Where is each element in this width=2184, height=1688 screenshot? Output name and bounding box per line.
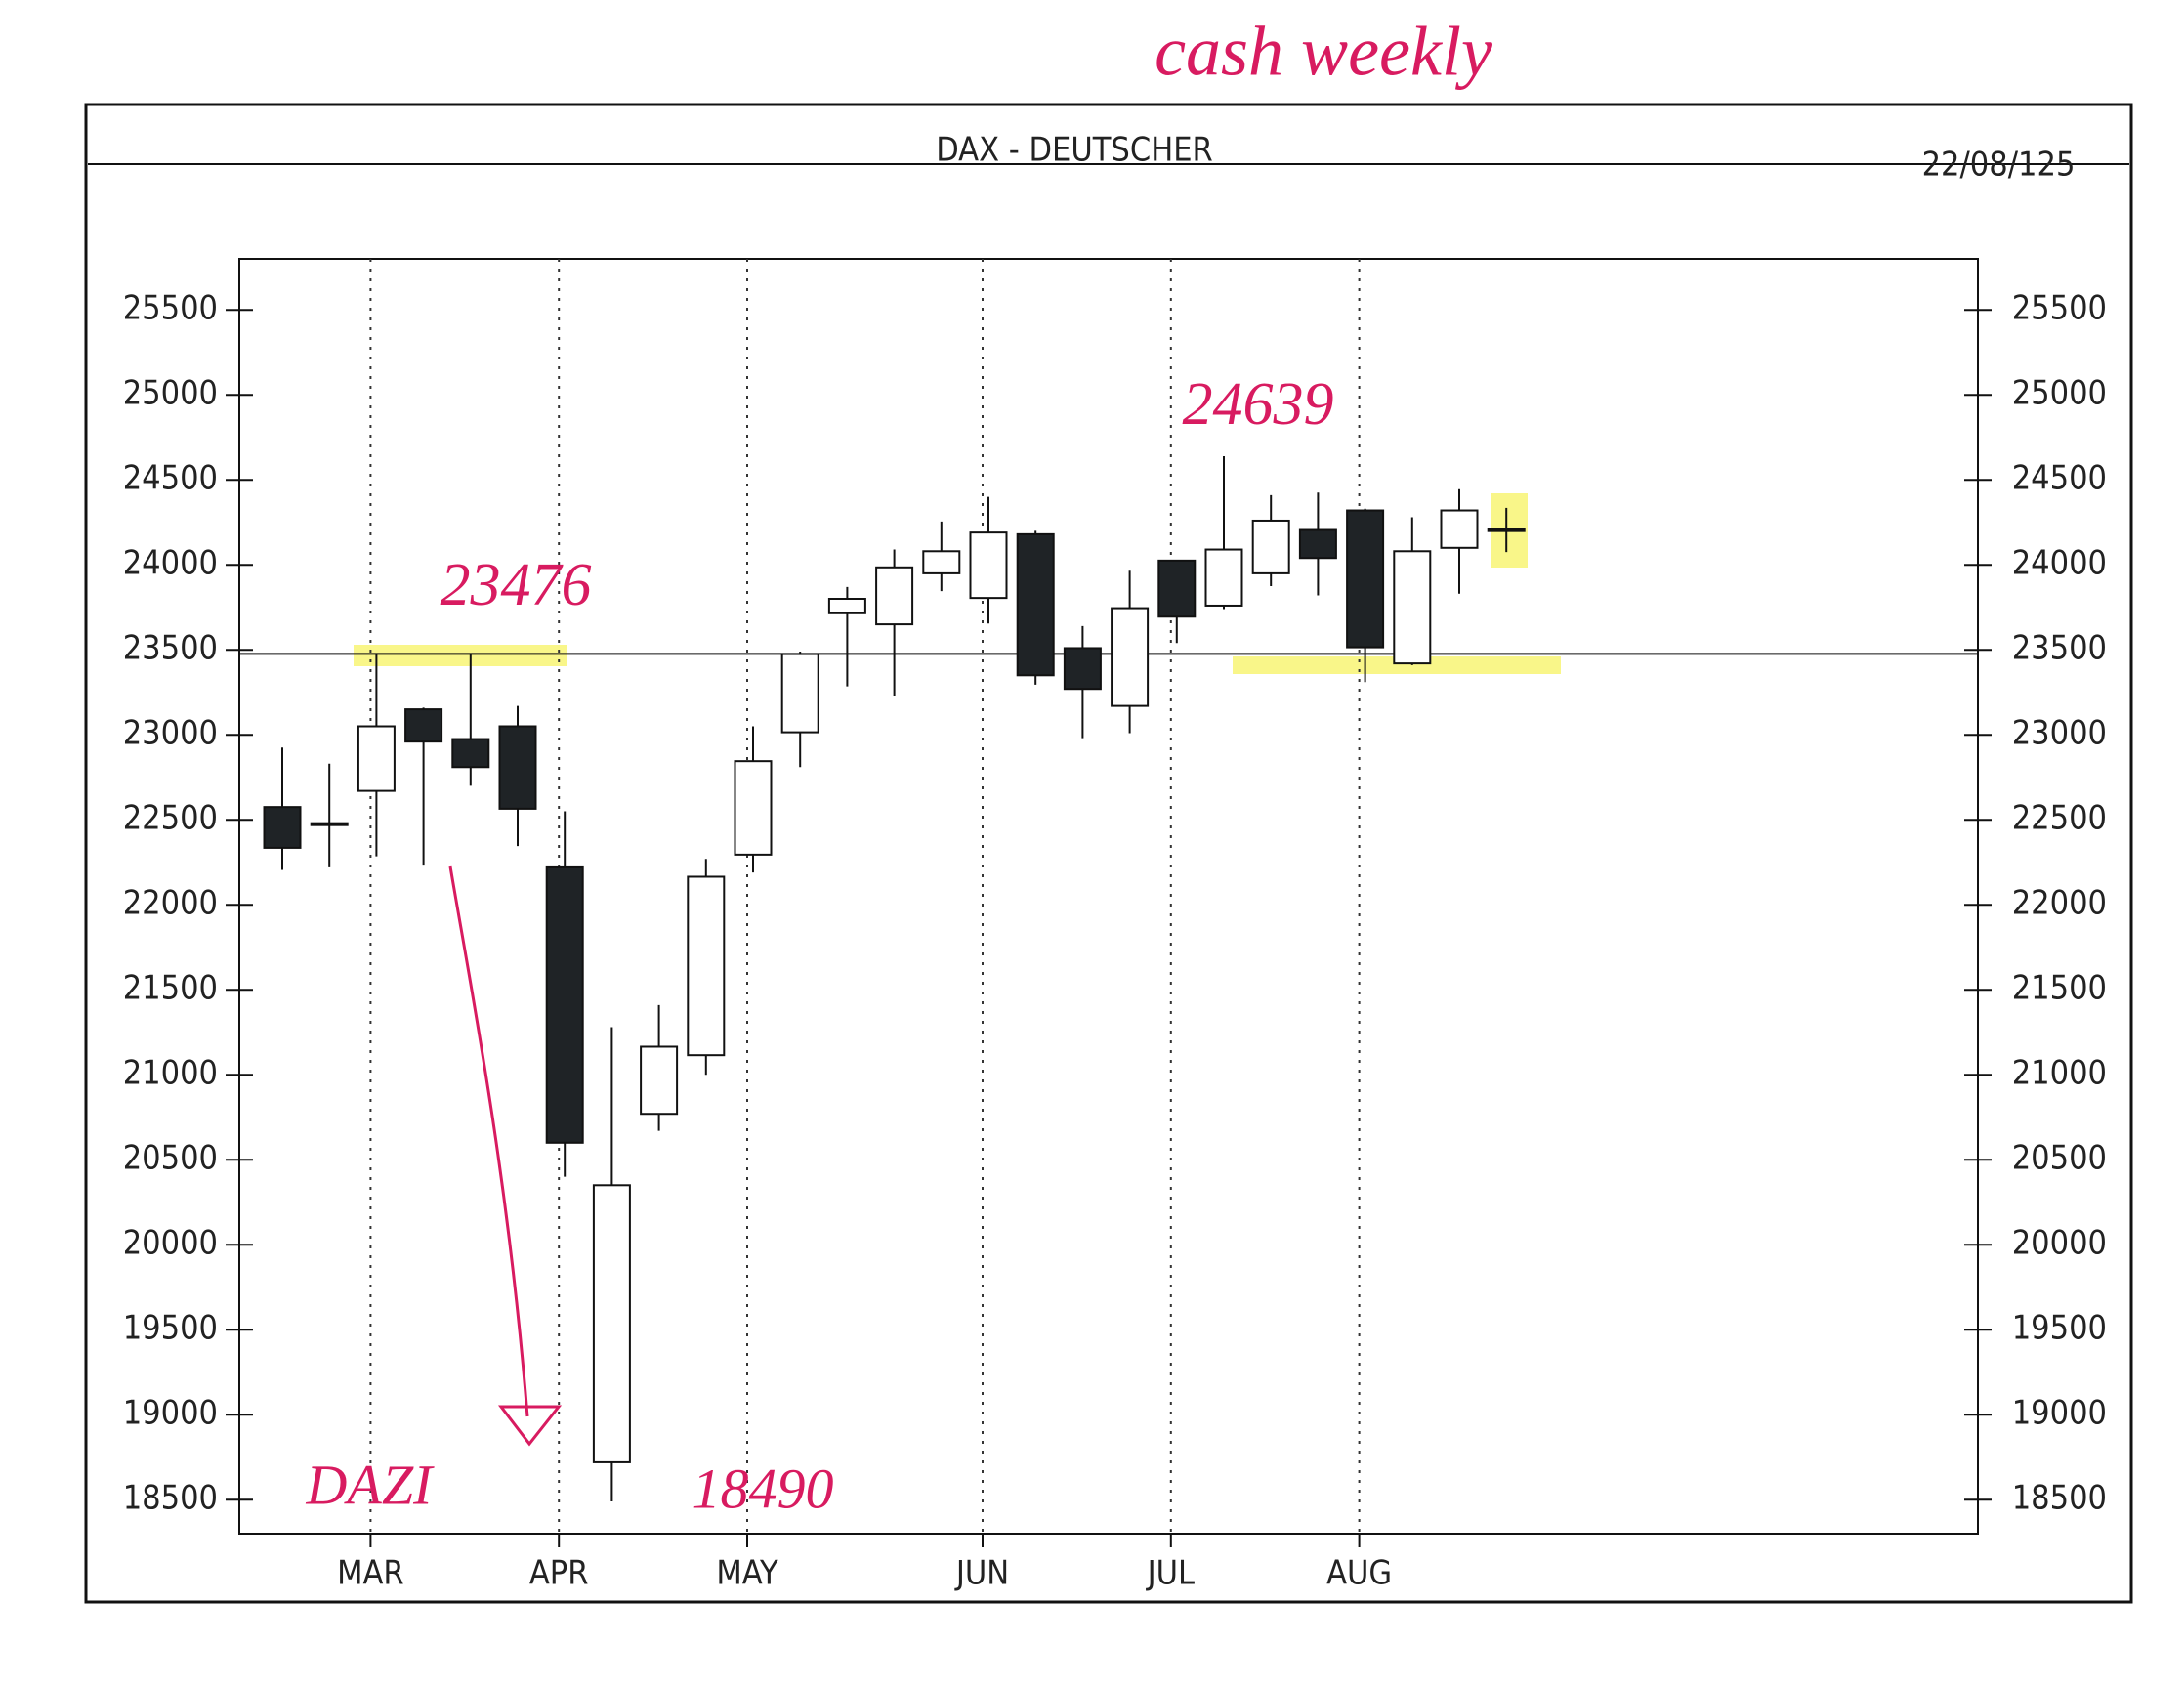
candle-body xyxy=(922,550,961,574)
y-tick-label: 25000 xyxy=(123,374,218,413)
y-tick-label: 19000 xyxy=(123,1394,218,1433)
candle-body xyxy=(592,1184,631,1463)
y-tick-label: 18500 xyxy=(123,1479,218,1518)
annotation: cash weekly xyxy=(1155,13,1492,91)
candle-body xyxy=(734,760,773,856)
y-tick-label: 23500 xyxy=(123,629,218,668)
candle-body xyxy=(1393,550,1432,665)
arrow xyxy=(448,865,529,1417)
annotation: 18490 xyxy=(693,1456,834,1520)
y-tick-label: 23000 xyxy=(123,714,218,753)
candle-body xyxy=(1298,528,1337,560)
candle-body xyxy=(263,806,302,849)
candle-body xyxy=(1251,519,1290,574)
highlight xyxy=(354,645,567,666)
annotation: 24639 xyxy=(1183,371,1334,438)
candle-body xyxy=(780,653,819,734)
candle-body xyxy=(687,875,726,1057)
frame xyxy=(84,103,2133,1604)
candle-body xyxy=(1111,607,1150,707)
x-tick-label: APR xyxy=(529,1554,589,1593)
candle-body xyxy=(1487,528,1526,532)
x-tick-label: MAY xyxy=(716,1554,778,1593)
plot: 18500 18500 19000 19000 19500 19500 20000 20000… xyxy=(123,13,2107,1593)
x-tick-label: AUG xyxy=(1326,1554,1392,1593)
x-tick-label: MAR xyxy=(337,1554,404,1593)
y-tick-label: 22000 xyxy=(123,884,218,923)
y-tick-label: 21500 xyxy=(123,969,218,1008)
y2-tick-label: 23000 xyxy=(2012,714,2107,753)
candle-body xyxy=(1204,548,1243,607)
y-tick-label: 21000 xyxy=(123,1054,218,1093)
y2-tick-label: 20500 xyxy=(2012,1139,2107,1178)
annotation: DAZI xyxy=(306,1453,436,1516)
y-tick-label: 20000 xyxy=(123,1224,218,1263)
y-tick-label: 24000 xyxy=(123,544,218,583)
y-tick-label: 19500 xyxy=(123,1309,218,1348)
y-tick-label: 20500 xyxy=(123,1139,218,1178)
annotation: 23476 xyxy=(441,552,592,618)
y-tick-label: 24500 xyxy=(123,459,218,498)
plot-area xyxy=(238,258,1979,1535)
candle-body xyxy=(498,725,537,810)
x-tick-label: JUL xyxy=(1146,1554,1195,1593)
y2-tick-label: 24500 xyxy=(2012,459,2107,498)
chart-title: DAX - DEUTSCHER xyxy=(936,131,1213,170)
candle-body xyxy=(640,1045,679,1116)
y2-tick-label: 23500 xyxy=(2012,629,2107,668)
candle-body xyxy=(545,865,584,1144)
arrowhead xyxy=(497,1405,563,1447)
candle-body xyxy=(875,566,914,626)
candle-body xyxy=(1063,647,1102,691)
y2-tick-label: 19000 xyxy=(2012,1394,2107,1433)
candle-body xyxy=(1440,509,1479,549)
y2-tick-label: 22000 xyxy=(2012,884,2107,923)
y2-tick-label: 24000 xyxy=(2012,544,2107,583)
y2-tick-label: 21500 xyxy=(2012,969,2107,1008)
candle-body xyxy=(969,531,1008,600)
candle-body xyxy=(1157,559,1197,618)
y2-tick-label: 22500 xyxy=(2012,799,2107,838)
candle-body xyxy=(404,708,443,743)
candle-body xyxy=(451,738,490,769)
y2-tick-label: 21000 xyxy=(2012,1054,2107,1093)
candle-body xyxy=(357,725,396,792)
candle-body xyxy=(310,822,349,826)
chart-date: 22/08/125 xyxy=(1922,146,2076,185)
y2-tick-label: 20000 xyxy=(2012,1224,2107,1263)
y2-tick-label: 18500 xyxy=(2012,1479,2107,1518)
candle-body xyxy=(1016,532,1055,677)
y2-tick-label: 19500 xyxy=(2012,1309,2107,1348)
y2-tick-label: 25000 xyxy=(2012,374,2107,413)
candle-body xyxy=(827,598,866,614)
y-tick-label: 22500 xyxy=(123,799,218,838)
y-tick-label: 25500 xyxy=(123,289,218,328)
highlight xyxy=(1233,656,1561,674)
x-tick-label: JUN xyxy=(954,1554,1009,1593)
y2-tick-label: 25500 xyxy=(2012,289,2107,328)
candle-body xyxy=(1346,509,1385,649)
